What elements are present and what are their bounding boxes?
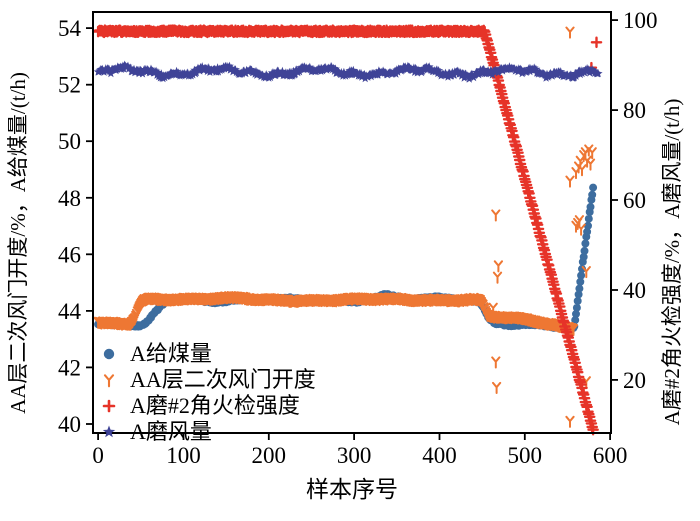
series-damper-opening: [93, 26, 597, 428]
tick-label: 100: [623, 8, 658, 33]
tick-label: 400: [422, 443, 457, 468]
tick-label: 42: [58, 355, 81, 380]
tick-label: 44: [58, 299, 82, 324]
star-marker-icon: [102, 425, 116, 438]
x-axis-label: 样本序号: [306, 477, 398, 502]
tick-label: 52: [58, 73, 81, 98]
legend: A给煤量 AA层二次风门开度 A磨#2角火检强度 A磨风量: [99, 341, 316, 445]
tick-label: 48: [58, 186, 81, 211]
legend-item-1: A给煤量: [99, 341, 316, 367]
series-mill-airflow: [93, 60, 603, 83]
legend-label: AA层二次风门开度: [130, 367, 316, 392]
tick-label: 40: [58, 412, 81, 437]
legend-label: A磨#2角火检强度: [130, 393, 300, 418]
tick-label: 50: [58, 129, 81, 154]
tick-label: 500: [508, 443, 543, 468]
tick-label: 300: [337, 443, 372, 468]
tick-label: 54: [58, 16, 82, 41]
tri-marker-icon: [103, 374, 115, 388]
series-flame-intensity: [92, 24, 603, 436]
legend-label: A给煤量: [130, 341, 212, 366]
tick-label: 100: [166, 443, 201, 468]
tick-label: 200: [252, 443, 287, 468]
tick-label: 20: [623, 368, 646, 393]
tick-label: 80: [623, 98, 646, 123]
tick-label: 40: [623, 278, 646, 303]
series-coal-feed: [94, 183, 598, 333]
circle-marker-icon: [103, 348, 115, 360]
tick-label: 46: [58, 242, 81, 267]
legend-item-3: A磨#2角火检强度: [99, 393, 316, 419]
legend-item-2: AA层二次风门开度: [99, 367, 316, 393]
legend-item-4: A磨风量: [99, 419, 316, 445]
tick-label: 0: [92, 443, 104, 468]
left-y-axis-label: AA层二次风门开度/%，A给煤量/(t/h): [6, 72, 30, 414]
axes-frame: 0 100 200 300 400 500 600 40 42 44 46 48 50 52 54 20 40 6…: [58, 8, 658, 468]
tick-label: 600: [593, 443, 628, 468]
legend-label: A磨风量: [130, 419, 212, 444]
right-y-axis-label: A磨#2角火检强度/%，A磨风量/(t/h): [660, 98, 684, 426]
plus-marker-icon: [102, 399, 116, 413]
tick-label: 60: [623, 188, 646, 213]
